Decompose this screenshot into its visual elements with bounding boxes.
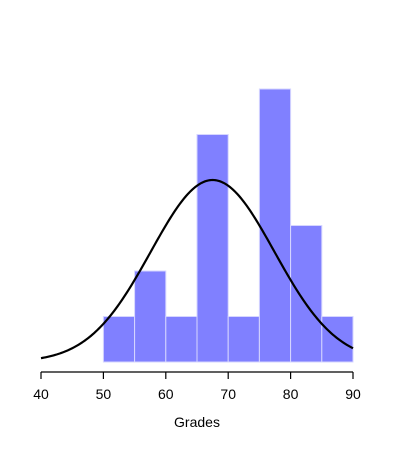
normal-curve: [40, 178, 354, 360]
histogram-bars: [102, 88, 354, 363]
x-axis-tick-label: 50: [96, 386, 112, 402]
histogram-bar: [227, 316, 260, 363]
x-axis-tick-label: 60: [158, 386, 174, 402]
histogram-bar: [165, 316, 198, 363]
histogram-bar: [196, 134, 229, 363]
x-axis-tick-label: 80: [283, 386, 299, 402]
histogram-bar: [258, 88, 292, 363]
x-axis-tick-label: 90: [345, 386, 361, 402]
x-axis-tick-label: 70: [220, 386, 236, 402]
x-axis-title: Grades: [174, 414, 220, 430]
x-axis-tick-label: 40: [33, 386, 49, 402]
histogram-bar: [290, 225, 323, 363]
x-axis-ticks: 40 50 60 70 80 90: [33, 372, 361, 402]
histogram-bar: [102, 316, 136, 363]
histogram-bar: [134, 270, 167, 363]
